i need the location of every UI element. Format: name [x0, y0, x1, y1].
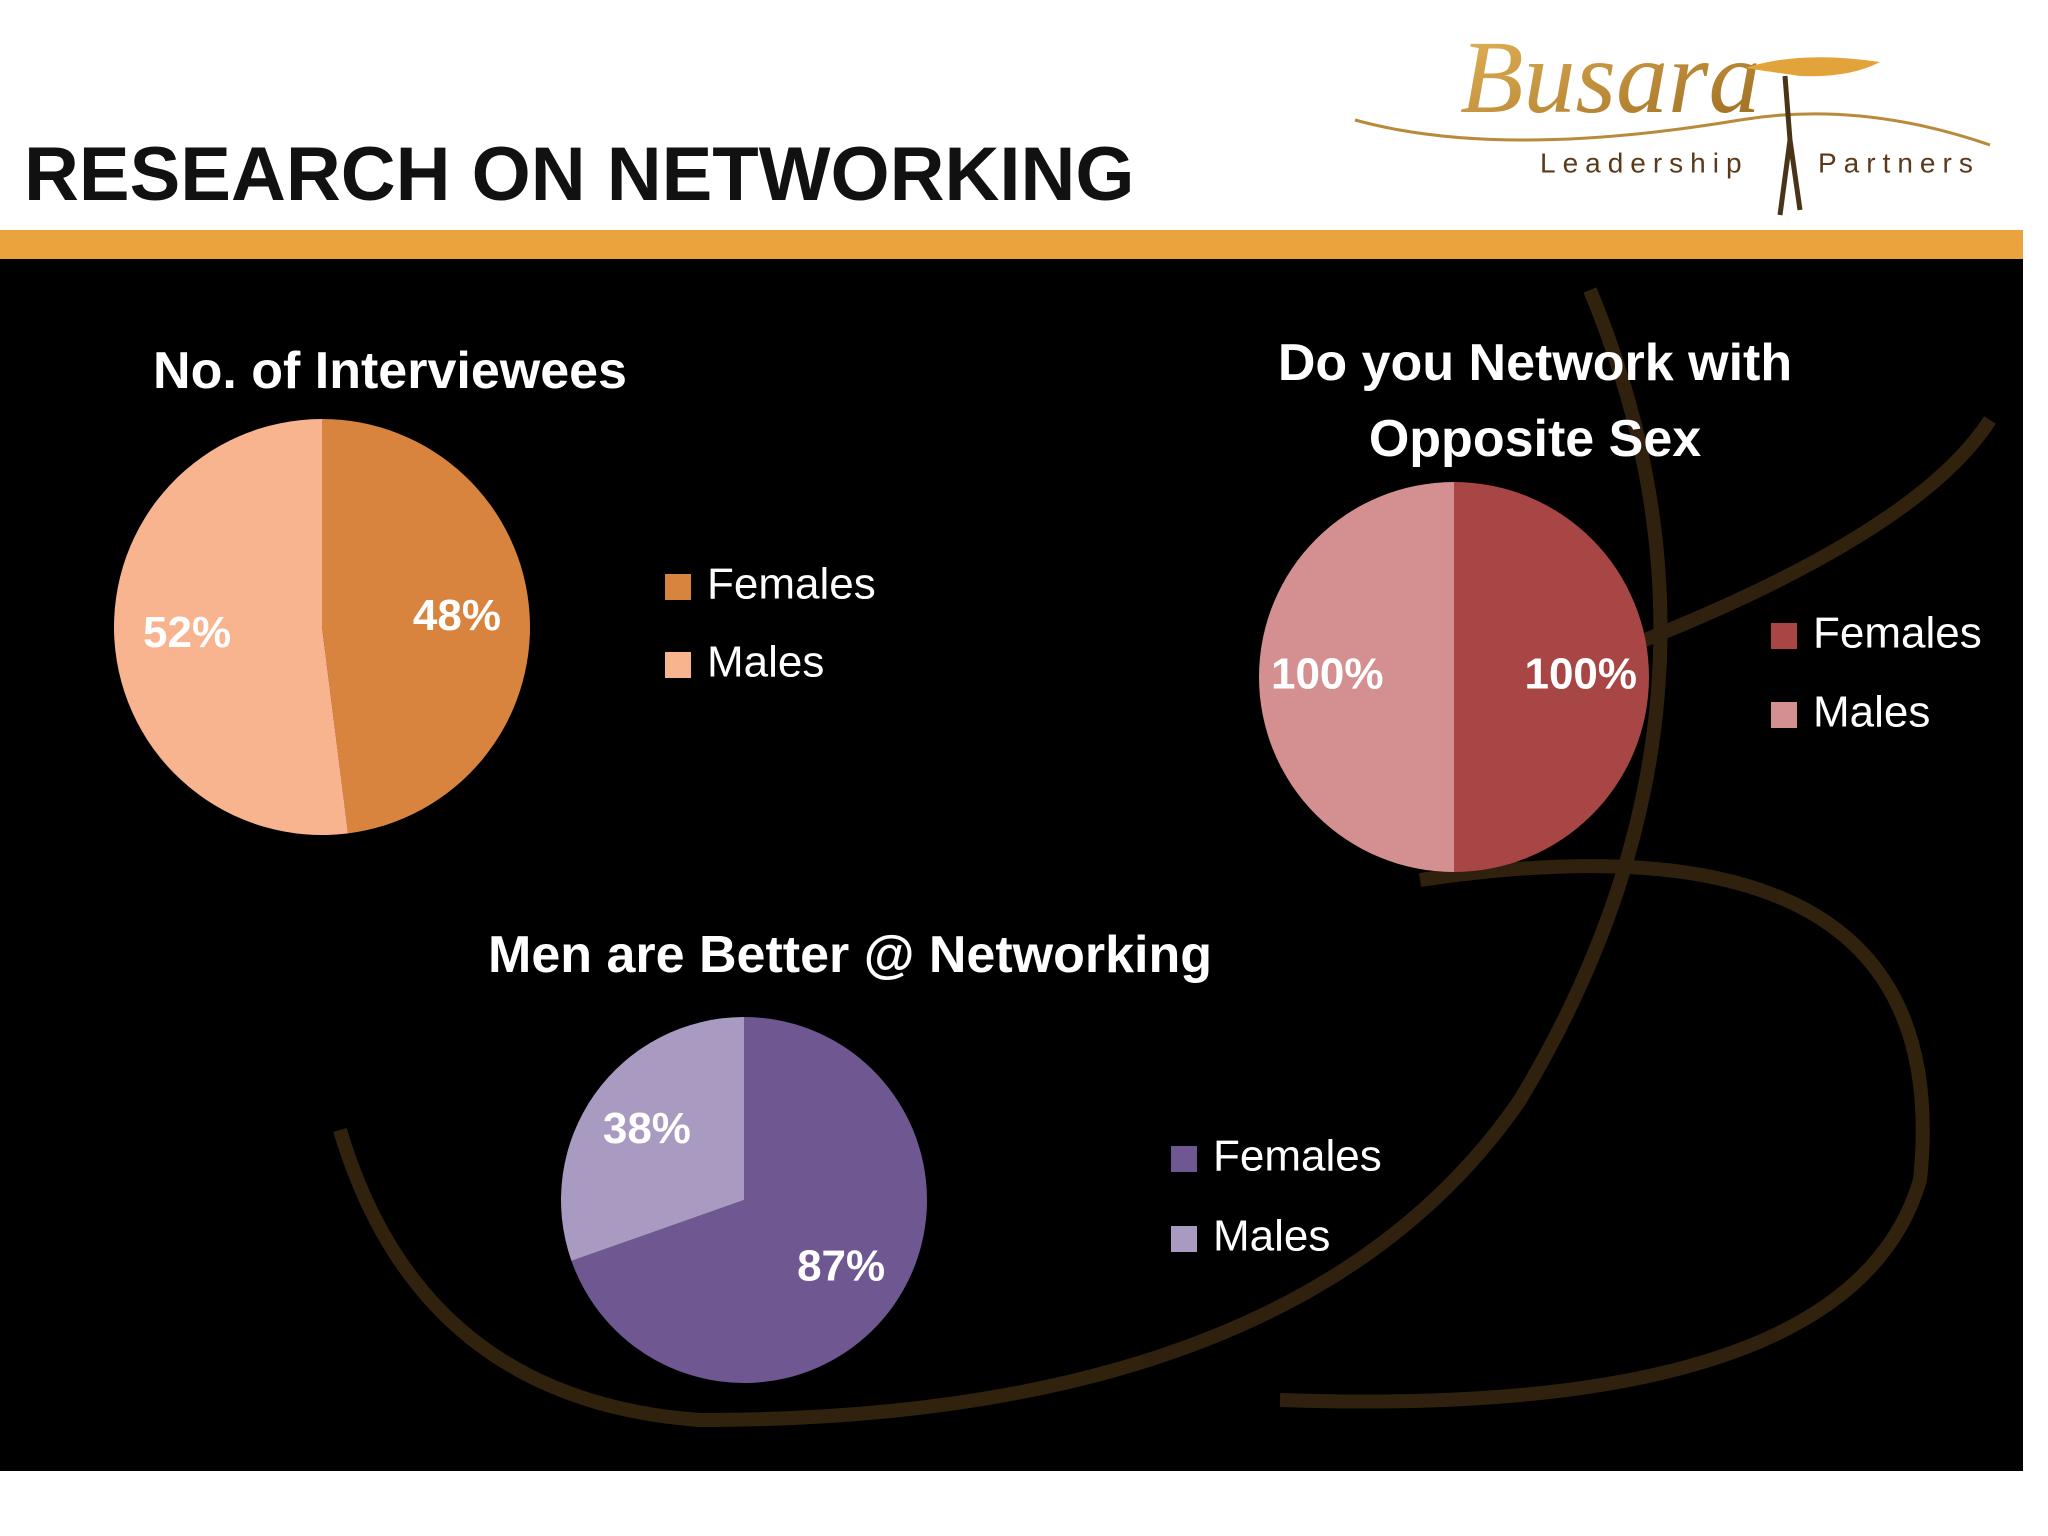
- chart-title: Do you Network with Opposite Sex: [1277, 334, 1793, 468]
- slide-title: RESEARCH ON NETWORKING: [24, 132, 1134, 217]
- legend-swatch: [1171, 1146, 1197, 1172]
- title-bar: [0, 230, 2023, 259]
- logo-name: Busara: [1460, 20, 1760, 135]
- legend-swatch: [665, 652, 691, 678]
- logo: Busara Leadership Partners: [1354, 20, 1991, 216]
- legend-label: Females: [1213, 1132, 1382, 1181]
- chart-title: No. of Interviewees: [153, 342, 627, 400]
- legend-label: Males: [1813, 688, 1930, 737]
- data-label: 100%: [1271, 650, 1384, 699]
- logo-tree-trunk: [1777, 75, 1803, 216]
- pie-slice: [1259, 482, 1454, 872]
- legend-label: Females: [707, 560, 876, 609]
- logo-tree-crown: [1745, 57, 1880, 77]
- legend-label: Males: [1213, 1212, 1330, 1261]
- legend-swatch: [1171, 1226, 1197, 1252]
- data-label: 87%: [797, 1241, 885, 1290]
- legend-swatch: [665, 574, 691, 600]
- pie-slice: [571, 1017, 927, 1383]
- logo-swoosh: [1354, 112, 1991, 147]
- data-label: 38%: [603, 1104, 691, 1153]
- chart-title: Men are Better @ Networking: [488, 926, 1212, 984]
- pie-slice: [1454, 482, 1649, 872]
- pie-slice: [322, 419, 531, 834]
- legend-swatch: [1771, 623, 1797, 649]
- charts: 48% 52% Females Males 100% 100% Females Males 87…: [114, 419, 1982, 1383]
- logo-tagline: Leadership: [1540, 147, 1749, 178]
- pie-slice: [114, 419, 349, 835]
- data-label: 52%: [143, 608, 231, 657]
- pie-slice: [561, 1017, 744, 1261]
- legend-label: Females: [1813, 609, 1982, 658]
- legend-label: Males: [707, 638, 824, 687]
- logo-tagline: Partners: [1818, 147, 1980, 178]
- legend-swatch: [1771, 702, 1797, 728]
- data-label: 100%: [1524, 650, 1637, 699]
- data-label: 48%: [413, 591, 501, 640]
